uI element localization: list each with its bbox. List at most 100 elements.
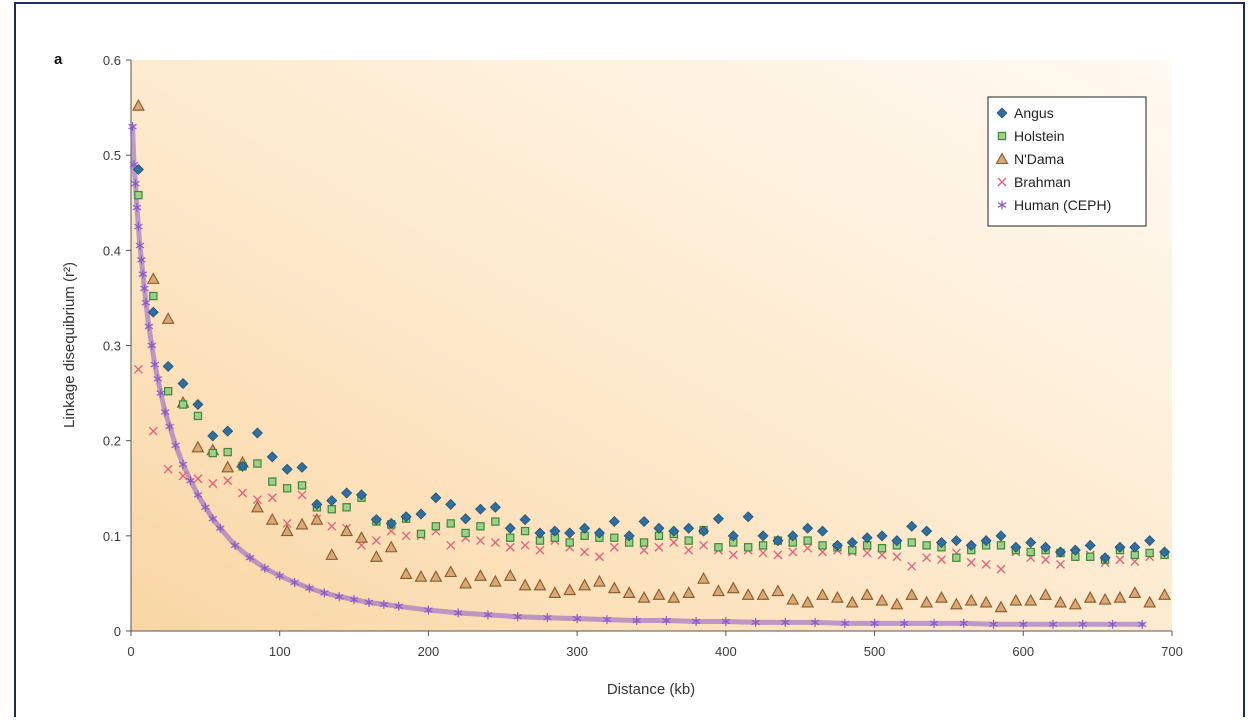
human-ceph-point — [260, 563, 270, 573]
y-tick-label: 0 — [114, 624, 121, 639]
holstein-point — [684, 536, 693, 545]
y-axis-label: Linkage disequibrium (r²) — [61, 262, 78, 428]
human-ceph-point — [394, 601, 403, 611]
n-dama-point — [964, 593, 978, 606]
angus-point — [474, 503, 486, 515]
holstein-point — [476, 522, 485, 531]
holstein-point — [610, 533, 619, 542]
x-tick-label: 200 — [418, 644, 440, 659]
human-ceph-point — [178, 459, 188, 469]
angus-point — [921, 525, 933, 537]
n-dama-point — [1128, 586, 1142, 598]
angus-point — [802, 522, 814, 534]
angus-point — [296, 461, 308, 473]
human-ceph-point — [134, 222, 143, 232]
angus-point — [207, 430, 219, 442]
human-ceph-point — [721, 616, 731, 626]
brahman-point — [699, 540, 709, 550]
n-dama-point — [295, 517, 309, 530]
n-dama-point — [355, 531, 368, 543]
x-tick-label: 700 — [1161, 644, 1183, 659]
human-ceph-point — [379, 599, 389, 609]
angus-point — [1099, 552, 1111, 564]
angus-point — [1040, 541, 1052, 553]
brahman-point — [728, 550, 738, 560]
n-dama-point — [1068, 597, 1082, 610]
angus-point — [698, 525, 710, 537]
angus-point — [861, 532, 873, 544]
brahman-point — [892, 552, 902, 562]
holstein-point — [446, 519, 455, 528]
n-dama-point — [548, 586, 562, 598]
human-ceph-point — [1078, 619, 1088, 629]
y-tick-label: 0.3 — [103, 339, 121, 354]
n-dama-point — [459, 576, 473, 589]
human-ceph-point — [662, 616, 671, 626]
legend-brahman-marker — [997, 177, 1007, 187]
n-dama-point — [563, 583, 577, 596]
brahman-point — [223, 476, 233, 486]
n-dama-point — [414, 570, 428, 582]
brahman-point — [238, 488, 247, 498]
angus-point — [1144, 535, 1156, 547]
n-dama-point — [310, 513, 324, 525]
n-dama-point — [622, 586, 636, 598]
brahman-point — [178, 471, 188, 481]
angus-point — [876, 530, 888, 542]
n-dama-point — [132, 99, 145, 111]
angus-point — [370, 514, 382, 526]
human-ceph-point — [781, 617, 790, 627]
holstein-point — [163, 386, 173, 396]
n-dama-point — [340, 524, 354, 537]
holstein-point — [178, 400, 188, 409]
n-dama-point — [949, 597, 963, 610]
angus-point — [1025, 537, 1037, 548]
angus-point — [504, 522, 516, 534]
angus-point — [1129, 541, 1141, 553]
human-ceph-point — [128, 122, 137, 132]
holstein-point — [639, 538, 649, 547]
n-dama-point — [280, 524, 294, 537]
n-dama-point — [250, 500, 264, 513]
angus-point — [266, 451, 278, 463]
holstein-point — [996, 541, 1006, 550]
brahman-point — [327, 521, 337, 531]
angus-point — [356, 489, 368, 501]
n-dama-point — [994, 600, 1008, 613]
n-dama-point — [875, 593, 889, 606]
n-dama-point — [607, 581, 621, 594]
holstein-point — [461, 528, 470, 538]
angus-point — [623, 530, 635, 542]
n-dama-point — [429, 570, 443, 582]
legend-box — [987, 96, 1147, 227]
n-dama-point — [920, 595, 934, 608]
holstein-point — [803, 536, 812, 545]
holstein-point — [268, 477, 277, 486]
n-dama-point — [265, 513, 279, 525]
legend-holstein-marker — [997, 131, 1007, 141]
angus-point — [430, 492, 442, 504]
x-tick-label: 100 — [269, 644, 291, 659]
n-dama-point — [503, 569, 517, 581]
n-dama-point — [146, 272, 160, 284]
human-ceph-point — [320, 588, 329, 598]
n-dama-point — [1054, 595, 1067, 608]
angus-point — [683, 522, 695, 534]
angus-point — [222, 425, 234, 437]
holstein-point — [253, 459, 262, 468]
human-ceph-point — [144, 321, 154, 331]
angus-point — [192, 399, 204, 410]
y-tick-label: 0.6 — [103, 53, 121, 68]
n-dama-point — [786, 592, 800, 605]
angus-point — [534, 527, 546, 539]
angus-point — [593, 527, 605, 539]
angus-point — [891, 535, 903, 547]
n-dama-point — [488, 574, 502, 587]
brahman-point — [907, 561, 917, 571]
angus-point — [965, 539, 977, 551]
holstein-point — [327, 504, 336, 514]
figure-frame — [14, 2, 1245, 717]
n-dama-point — [845, 595, 859, 608]
angus-point — [846, 537, 858, 548]
angus-point — [326, 495, 338, 507]
